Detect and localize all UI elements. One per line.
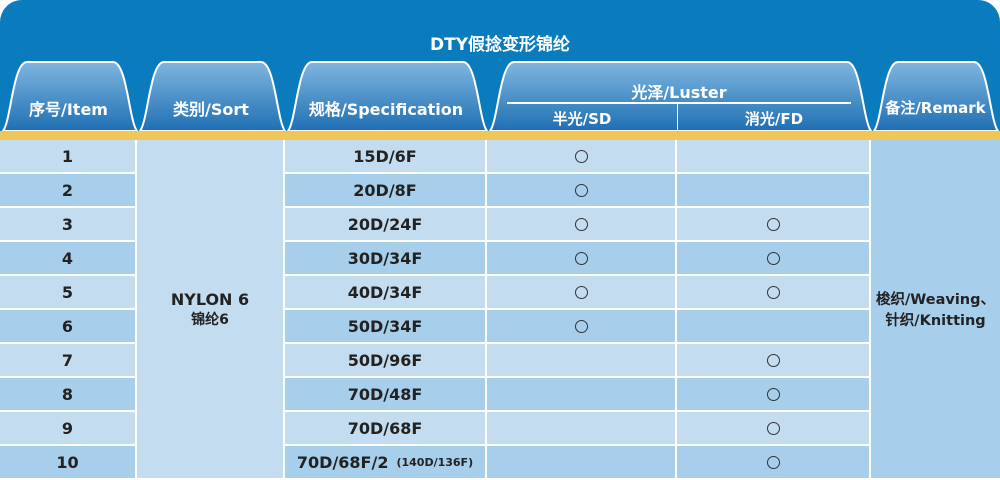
cell-text: 20D/24F [347, 214, 423, 234]
spec-cell: 15D/6F [285, 140, 487, 174]
cell-text: 20D/8F [353, 180, 417, 200]
fd-cell [677, 140, 871, 174]
cell-text: 6 [61, 316, 74, 336]
cell-text: 10 [56, 452, 79, 472]
circle-mark-icon [766, 387, 780, 401]
fd-cell [677, 446, 871, 480]
circle-mark-icon [574, 285, 588, 299]
item-cell: 3 [0, 208, 137, 242]
spec-cell: 50D/34F [285, 310, 487, 344]
spec-cell: 20D/24F [285, 208, 487, 242]
circle-mark-icon [766, 455, 780, 469]
header-tab [487, 61, 874, 132]
cell-text: 8 [61, 384, 74, 404]
item-cell: 7 [0, 344, 137, 378]
header-sd: 半光/SD [552, 110, 612, 128]
header-sort: 类别/Sort [173, 100, 249, 119]
cell-text: NYLON 6 [170, 289, 250, 309]
header-luster: 光泽/Luster [631, 83, 727, 102]
header-tab [285, 61, 490, 132]
table-title: DTY假捻变形锦纶 [429, 35, 571, 55]
cell-text: 70D/68F/2 [296, 452, 389, 472]
item-cell: 2 [0, 174, 137, 208]
header-tab [137, 61, 288, 132]
header-tab [871, 61, 1000, 132]
fd-cell [677, 344, 871, 378]
header-tab [0, 61, 140, 132]
sd-cell [487, 208, 677, 242]
header-fd: 消光/FD [744, 110, 804, 128]
circle-mark-icon [766, 251, 780, 265]
circle-mark-icon [574, 251, 588, 265]
cell-text: 5 [61, 282, 74, 302]
spec-cell: 50D/96F [285, 344, 487, 378]
sd-cell [487, 378, 677, 412]
item-cell: 8 [0, 378, 137, 412]
cell-text: (140D/136F) [396, 455, 474, 469]
fd-cell [677, 174, 871, 208]
circle-mark-icon [766, 421, 780, 435]
cell-text: 梭织/Weaving、 [875, 292, 996, 308]
header-remark: 备注/Remark [885, 99, 986, 117]
circle-mark-icon [766, 217, 780, 231]
sd-cell [487, 412, 677, 446]
spec-cell: 40D/34F [285, 276, 487, 310]
cell-text: 4 [61, 248, 74, 268]
circle-mark-icon [766, 353, 780, 367]
cell-text: 3 [61, 214, 74, 234]
item-cell: 6 [0, 310, 137, 344]
header-tabs [0, 61, 1000, 132]
spec-cell: 20D/8F [285, 174, 487, 208]
header-spec: 规格/Specification [308, 100, 464, 119]
header-item: 序号/Item [29, 100, 108, 119]
sd-cell [487, 276, 677, 310]
sd-cell [487, 174, 677, 208]
circle-mark-icon [574, 217, 588, 231]
cell-text: 锦纶6 [191, 311, 229, 328]
sort-cell: NYLON 6 锦纶6 [137, 140, 285, 480]
cell-text: 1 [61, 146, 74, 166]
cell-text: 9 [61, 418, 74, 438]
sd-cell [487, 446, 677, 480]
item-cell: 5 [0, 276, 137, 310]
spec-cell: 70D/48F [285, 378, 487, 412]
cell-text: 70D/68F [347, 418, 423, 438]
circle-mark-icon [574, 319, 588, 333]
cell-text: 2 [61, 180, 74, 200]
item-cell: 1 [0, 140, 137, 174]
spec-cell: 70D/68F [285, 412, 487, 446]
sd-cell [487, 140, 677, 174]
circle-mark-icon [574, 149, 588, 163]
header-stripe [0, 131, 1000, 140]
cell-text: 50D/34F [347, 316, 423, 336]
cell-text: 15D/6F [353, 146, 417, 166]
sd-cell [487, 344, 677, 378]
item-cell: 4 [0, 242, 137, 276]
spec-cell: 30D/34F [285, 242, 487, 276]
circle-mark-icon [574, 183, 588, 197]
cell-text: 40D/34F [347, 282, 423, 302]
fd-cell [677, 276, 871, 310]
cell-text: 50D/96F [347, 350, 423, 370]
cell-text: 7 [61, 350, 74, 370]
remark-cell: 梭织/Weaving、 针织/Knitting [871, 140, 1000, 480]
luster-subdivider [677, 104, 678, 131]
fd-cell [677, 310, 871, 344]
luster-divider [507, 102, 851, 104]
circle-mark-icon [766, 285, 780, 299]
item-cell: 10 [0, 446, 137, 480]
fd-cell [677, 208, 871, 242]
sd-cell [487, 310, 677, 344]
fd-cell [677, 242, 871, 276]
cell-text: 70D/48F [347, 384, 423, 404]
spec-cell: 70D/68F/2 (140D/136F) [285, 446, 487, 480]
cell-text: 针织/Knitting [885, 313, 986, 329]
fd-cell [677, 378, 871, 412]
item-cell: 9 [0, 412, 137, 446]
cell-text: 30D/34F [347, 248, 423, 268]
sd-cell [487, 242, 677, 276]
fd-cell [677, 412, 871, 446]
